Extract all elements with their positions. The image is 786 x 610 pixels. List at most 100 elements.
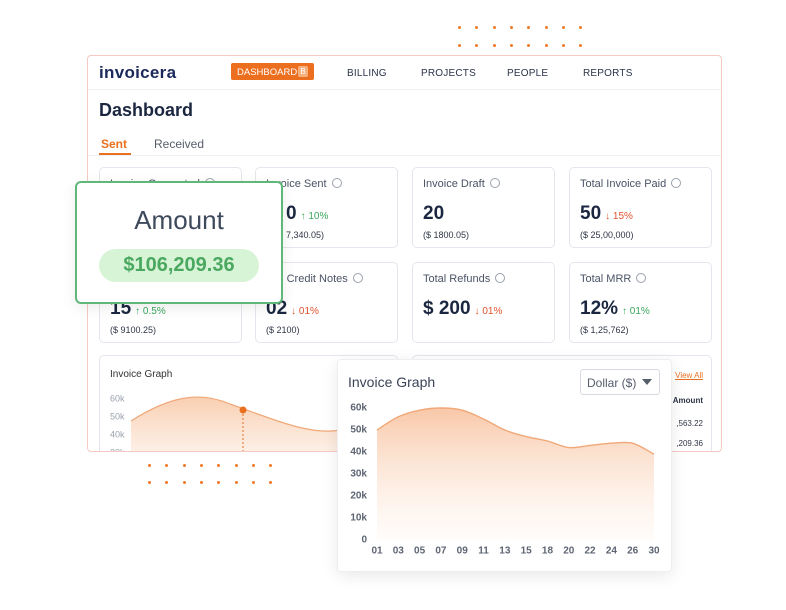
info-icon (331, 178, 342, 188)
card-detail: 7,340.05) (286, 230, 325, 240)
card-detail: ($ 25,00,000) (580, 230, 634, 240)
card-detail: ($ 1800.05) (423, 230, 470, 240)
info-icon (352, 273, 363, 283)
dot (509, 44, 513, 47)
amount-card: Amount $106,209.36 (75, 181, 283, 304)
mini-tick-label: 60k (110, 393, 125, 403)
dot (458, 44, 461, 47)
tab[interactable]: Received (154, 137, 205, 151)
tabs-divider (88, 155, 721, 156)
card-detail: ($ 9100.25) (110, 325, 157, 335)
nav-item[interactable]: PEOPLE (507, 68, 549, 79)
info-icon (495, 273, 506, 283)
dot (475, 44, 479, 47)
nav-item[interactable]: BILLING (347, 68, 387, 79)
dot (165, 481, 169, 484)
dot (269, 481, 273, 484)
stat-card: Invoice Draft 20 ($ 1800.05) (412, 167, 555, 248)
dropdown-label: Dollar ($) (587, 376, 637, 390)
dot (509, 26, 513, 29)
stat-card: Total MRR 12% ↑ 01% ($ 1,25,762) (569, 262, 712, 343)
card-label: Total Invoice Paid (580, 178, 682, 190)
value-text: 12% (580, 298, 619, 319)
currency-dropdown[interactable]: Dollar ($) (580, 369, 660, 395)
tab-underline (99, 153, 131, 155)
amount-label: Amount (134, 205, 224, 235)
mini-tick-label: 40k (110, 429, 125, 439)
dot (579, 44, 583, 47)
stat-card: Total Refunds $ 200 ↓ 01% (412, 262, 555, 343)
dot (269, 464, 273, 467)
header-divider (88, 89, 721, 90)
card-label: al Credit Notes (275, 273, 363, 285)
card-value: 20 (423, 203, 444, 225)
card-value: 12% ↑ 01% (580, 298, 650, 320)
info-icon (671, 178, 682, 188)
info-icon (636, 273, 647, 283)
dot (217, 481, 221, 484)
tab[interactable]: Sent (101, 137, 128, 151)
card-detail: ($ 1,25,762) (580, 325, 629, 335)
card-detail: ($ 2100) (266, 325, 300, 335)
logo: invoicera (99, 63, 177, 82)
card-label: Invoice Draft (423, 178, 500, 190)
panel-title: Invoice Graph (110, 369, 173, 380)
dot (527, 44, 531, 47)
amount-row: ,209.36 (676, 439, 703, 448)
dot (492, 44, 496, 47)
value-text: $ 200 (423, 298, 471, 319)
nav-item: DASHBOARD (237, 67, 298, 78)
dot (527, 26, 531, 29)
mini-tick-label: 50k (110, 411, 125, 421)
dot (199, 481, 203, 484)
dot (561, 44, 565, 47)
dot (251, 464, 255, 467)
info-icon (489, 178, 500, 188)
card-change: ↑ 0.5% (135, 306, 166, 317)
card-label: Total MRR (580, 273, 647, 285)
dot (544, 44, 548, 47)
dot (148, 464, 151, 467)
dot (148, 481, 151, 484)
dot (579, 26, 583, 29)
dot (544, 26, 548, 29)
dot (234, 464, 238, 467)
nav-item[interactable]: PROJECTS (421, 68, 476, 79)
card-value: 50 ↓ 15% (580, 203, 633, 225)
dot (251, 481, 255, 484)
mini-line (130, 396, 397, 432)
dot (475, 26, 479, 29)
amount-value: $106,209.36 (99, 249, 259, 282)
mini-area (131, 397, 397, 451)
card-change: ↓ 01% (474, 306, 503, 317)
dot (182, 464, 186, 467)
card-value: $ 200 ↓ 01% (423, 298, 502, 320)
nav-active[interactable]: DASHBOARD B (231, 63, 314, 80)
chart-title: Invoice Graph (348, 374, 436, 390)
value-text: 0 (286, 203, 297, 224)
card-value: 0 ↑ 10% (286, 203, 328, 225)
graph-card: Invoice Graph Dollar ($) (337, 359, 672, 572)
column-header: Amount (672, 396, 703, 405)
page-title: Dashboard (99, 100, 194, 120)
mini-point (239, 406, 247, 414)
dot (492, 26, 496, 29)
stat-card: Total Invoice Paid 50 ↓ 15% ($ 25,00,000) (569, 167, 712, 248)
nav-item[interactable]: REPORTS (583, 68, 633, 79)
mini-graph: 60k 50k 40k 30k (110, 393, 397, 451)
nav-badge: B (298, 66, 308, 77)
value-text: 20 (423, 203, 445, 224)
dot (458, 26, 461, 29)
dot (217, 464, 221, 467)
dot (182, 481, 186, 484)
card-change: ↓ 01% (291, 306, 319, 317)
card-change: ↑ 01% (622, 306, 650, 317)
view-all-link[interactable]: View All (675, 371, 703, 380)
value-text: 50 (580, 203, 602, 224)
dot (199, 464, 203, 467)
dot (234, 481, 238, 484)
dot (561, 26, 565, 29)
dot (165, 464, 169, 467)
card-change: ↑ 10% (300, 211, 329, 222)
